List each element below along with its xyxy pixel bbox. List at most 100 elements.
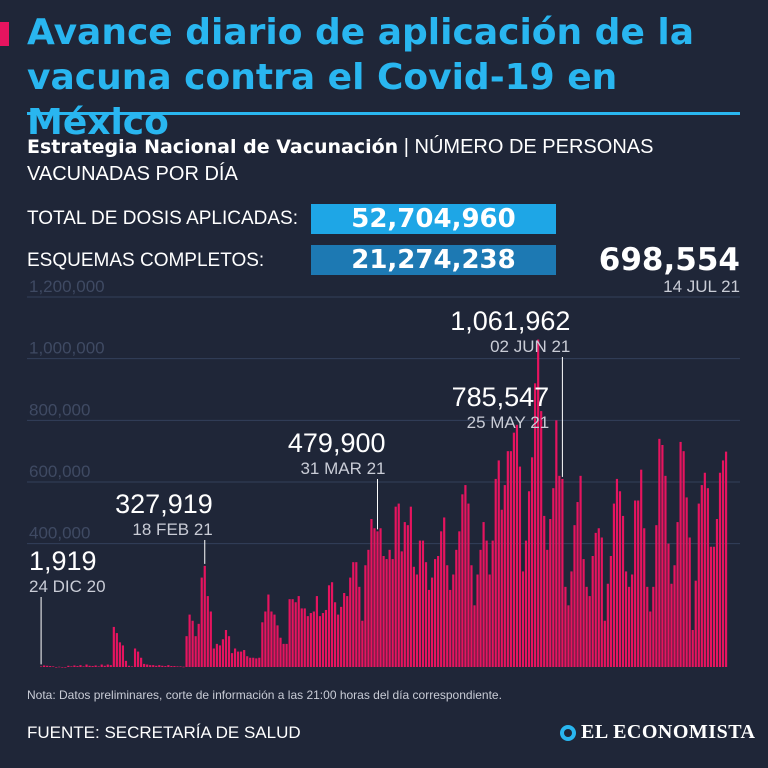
bar bbox=[282, 643, 285, 667]
bar bbox=[515, 424, 519, 667]
bar bbox=[276, 625, 279, 667]
bar bbox=[91, 666, 94, 667]
bar bbox=[540, 411, 543, 667]
bar bbox=[591, 556, 594, 667]
annotation-value: 698,554 bbox=[599, 242, 740, 278]
bar bbox=[121, 645, 125, 667]
bar bbox=[385, 559, 388, 667]
bar bbox=[700, 485, 703, 667]
bar bbox=[458, 531, 461, 667]
bar bbox=[358, 586, 361, 667]
bar bbox=[603, 620, 606, 667]
bar bbox=[367, 549, 370, 667]
bar bbox=[549, 519, 552, 667]
bar bbox=[315, 596, 318, 667]
bar bbox=[506, 451, 509, 667]
bar bbox=[279, 637, 282, 667]
bar bbox=[218, 645, 222, 667]
bar bbox=[597, 528, 600, 667]
bar bbox=[330, 582, 334, 667]
bar bbox=[670, 583, 673, 667]
bar bbox=[403, 522, 406, 667]
bar bbox=[194, 636, 197, 667]
annotation-value: 1,061,962 bbox=[450, 306, 570, 336]
bar bbox=[482, 522, 485, 667]
bar bbox=[273, 614, 276, 667]
bar bbox=[706, 488, 709, 667]
bar bbox=[340, 606, 343, 667]
bar bbox=[509, 451, 512, 667]
bar bbox=[676, 522, 679, 667]
subtitle-strategy: Estrategia Nacional de Vacunación bbox=[27, 136, 399, 158]
bar bbox=[712, 546, 716, 667]
bar bbox=[567, 605, 570, 667]
bar bbox=[412, 566, 415, 667]
bar bbox=[343, 593, 346, 667]
bar bbox=[130, 666, 134, 667]
bar bbox=[100, 664, 103, 667]
brand-icon bbox=[560, 724, 576, 741]
chart-subtitle: Estrategia Nacional de Vacunación | NÚME… bbox=[27, 134, 747, 188]
bar bbox=[237, 651, 240, 667]
bar bbox=[624, 571, 628, 667]
bar bbox=[376, 531, 379, 667]
bar bbox=[697, 503, 700, 667]
bar bbox=[494, 478, 497, 667]
bar bbox=[400, 551, 403, 667]
bar bbox=[415, 574, 419, 667]
bar bbox=[612, 503, 616, 667]
y-tick-label: 1,200,000 bbox=[29, 277, 105, 296]
bar bbox=[661, 445, 664, 667]
bar bbox=[452, 574, 455, 667]
bar bbox=[500, 509, 503, 667]
bar bbox=[485, 540, 488, 667]
bar bbox=[82, 666, 85, 667]
source-label: FUENTE: SECRETARÍA DE SALUD bbox=[27, 723, 301, 742]
annotation-date: 02 JUN 21 bbox=[490, 337, 570, 356]
brand-name: EL ECONOMISTA bbox=[581, 721, 756, 743]
bar bbox=[546, 549, 549, 667]
bar bbox=[543, 515, 546, 667]
bar bbox=[364, 565, 367, 667]
bar bbox=[427, 589, 431, 667]
bar bbox=[682, 451, 685, 667]
bar bbox=[455, 549, 458, 667]
bar bbox=[46, 665, 49, 667]
bar bbox=[424, 562, 428, 667]
bar bbox=[418, 540, 422, 667]
bar bbox=[406, 525, 409, 667]
bar bbox=[327, 585, 331, 667]
annotation-date: 25 MAY 21 bbox=[467, 413, 550, 432]
bar bbox=[579, 475, 582, 667]
bar bbox=[461, 494, 464, 667]
bar bbox=[582, 559, 585, 667]
bar bbox=[664, 475, 667, 667]
bar bbox=[430, 577, 434, 667]
bar bbox=[552, 488, 555, 667]
bar bbox=[324, 609, 328, 667]
bar bbox=[136, 651, 140, 667]
bar bbox=[573, 525, 576, 667]
y-tick-label: 600,000 bbox=[29, 462, 90, 481]
bar bbox=[306, 616, 309, 667]
bar bbox=[140, 657, 143, 667]
bar bbox=[470, 565, 473, 667]
bar bbox=[249, 657, 252, 667]
bar bbox=[224, 630, 228, 667]
bar bbox=[631, 574, 634, 667]
bar bbox=[118, 642, 121, 667]
bar bbox=[97, 666, 100, 667]
bar bbox=[79, 665, 82, 667]
bar bbox=[76, 666, 79, 667]
bar bbox=[391, 559, 394, 667]
bar bbox=[143, 663, 146, 667]
bar bbox=[212, 648, 215, 667]
bar bbox=[203, 565, 206, 667]
bar bbox=[109, 665, 112, 667]
bar bbox=[715, 519, 719, 667]
bar bbox=[527, 491, 531, 667]
bar bbox=[434, 559, 437, 667]
bar bbox=[40, 666, 43, 668]
bar bbox=[594, 532, 597, 667]
bar bbox=[449, 589, 452, 667]
